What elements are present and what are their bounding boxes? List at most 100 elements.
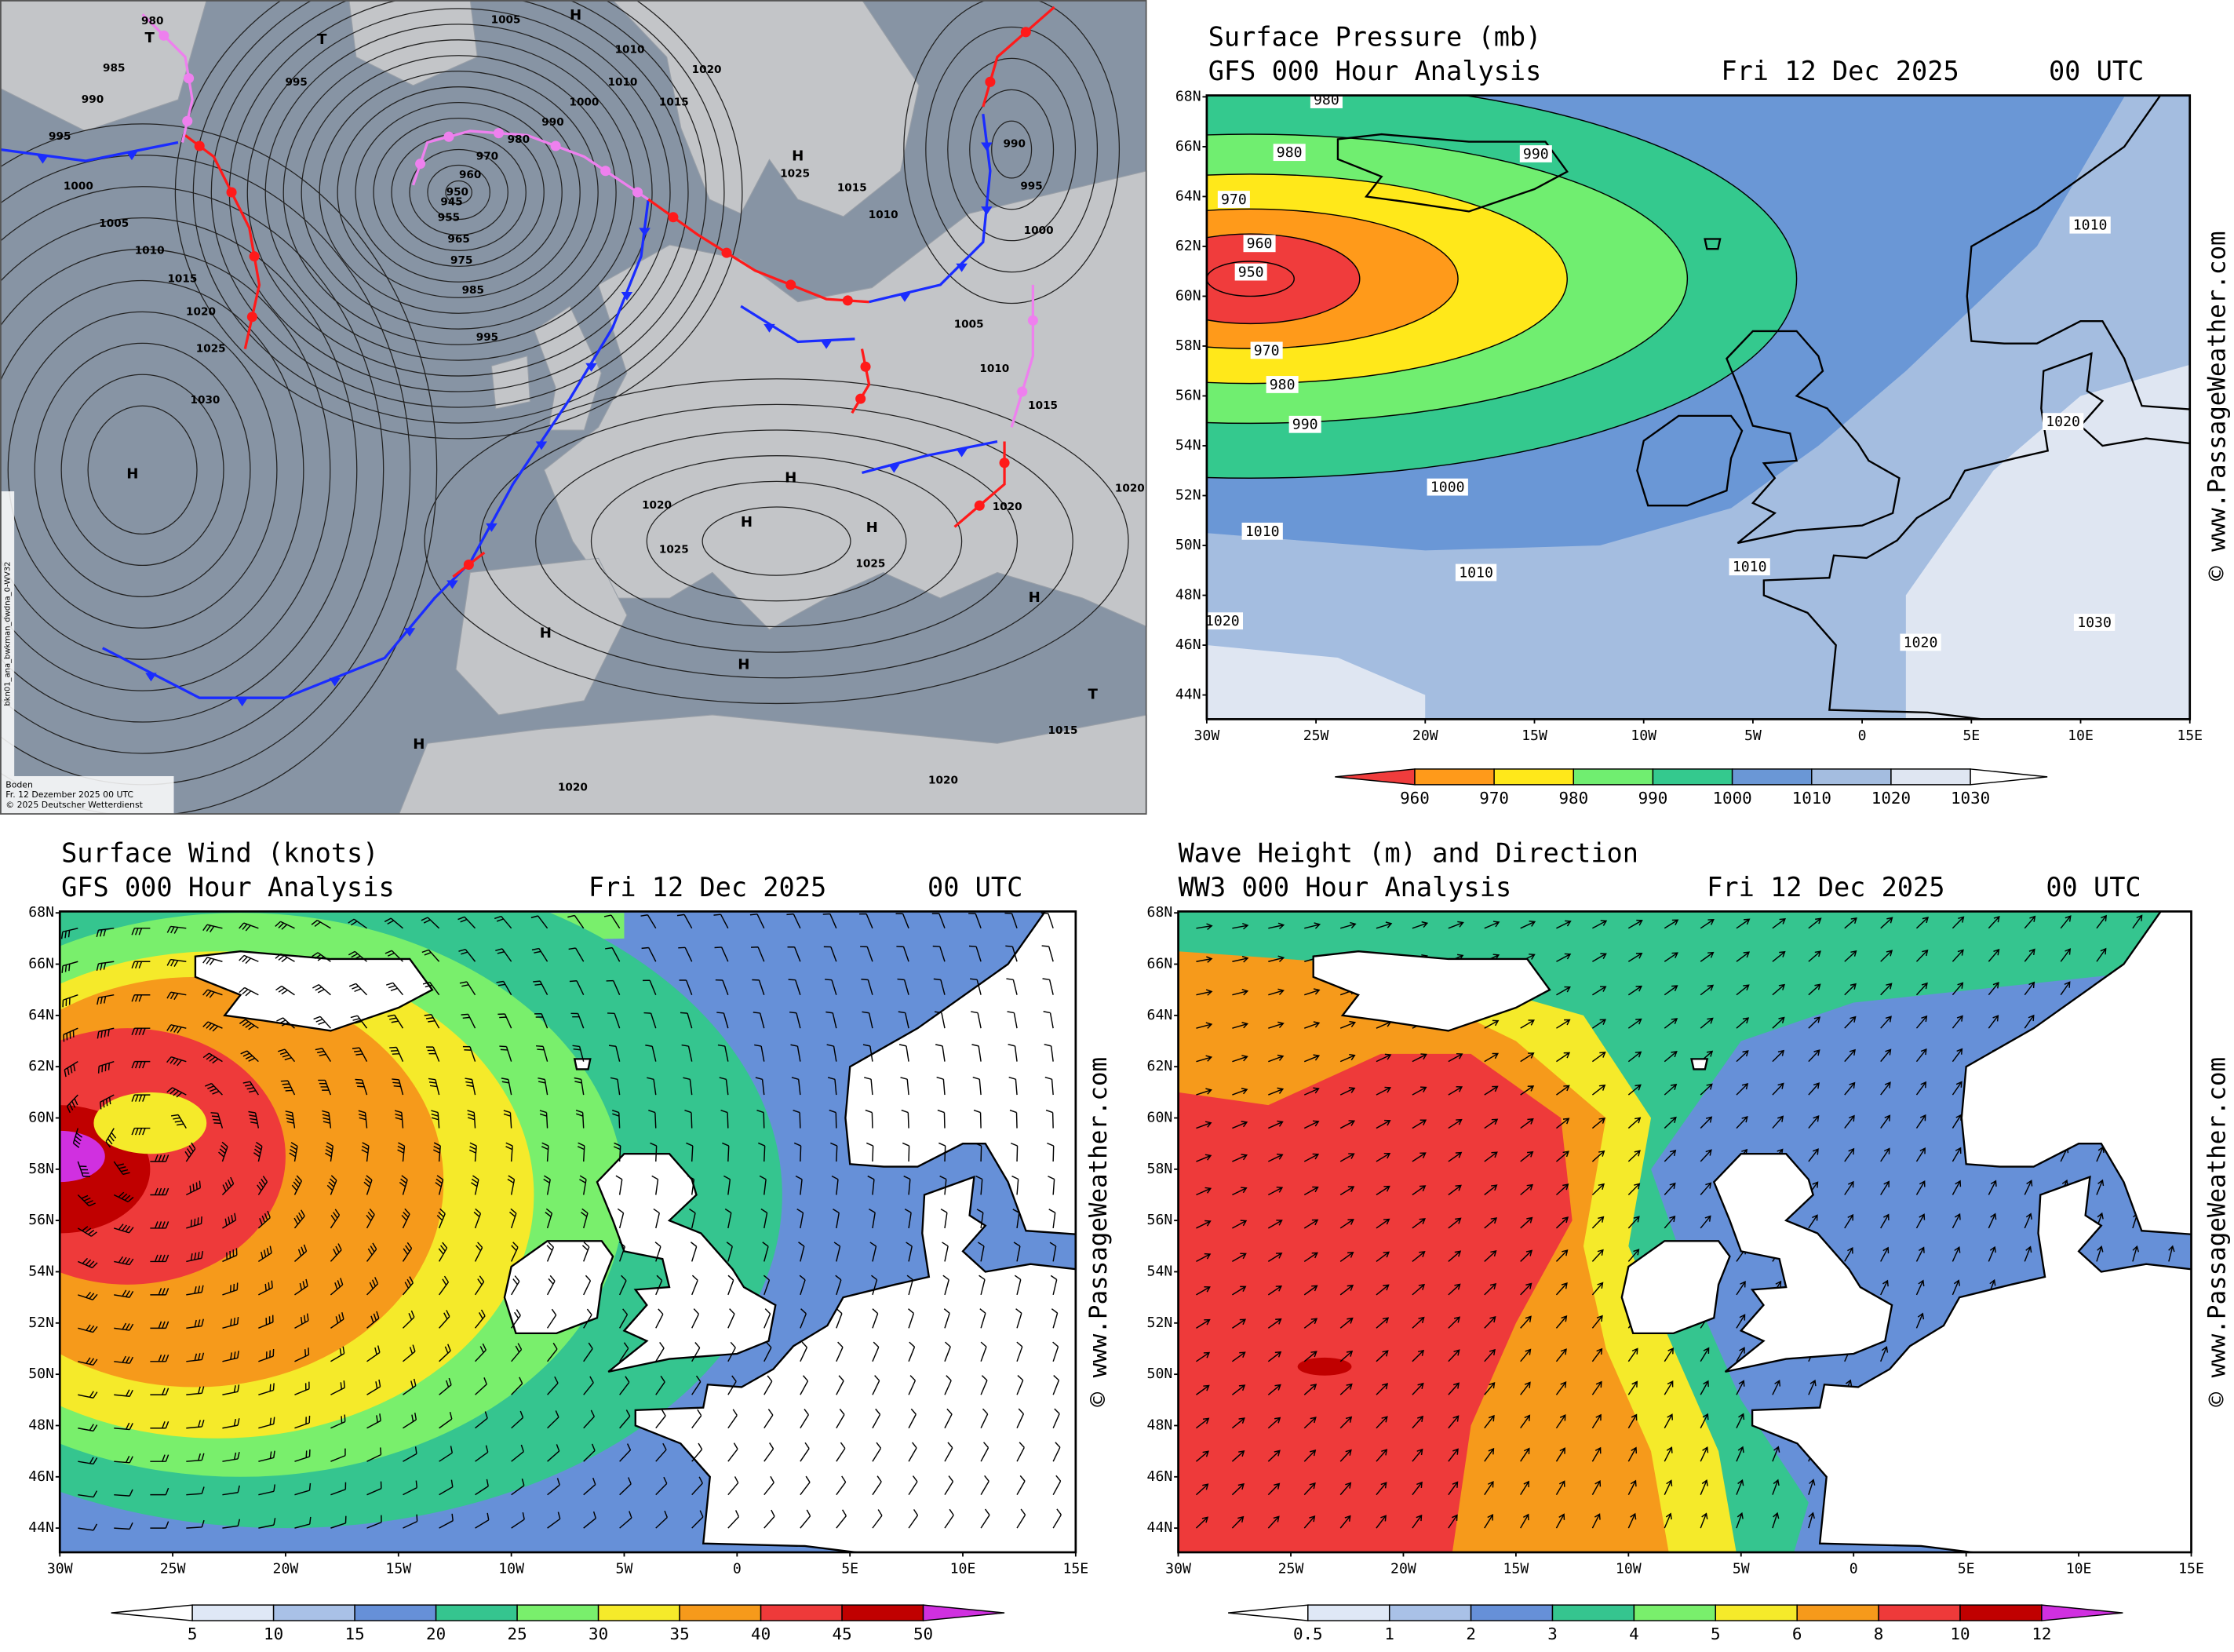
wind-barb [505,1142,513,1162]
lat-label: 48N [1147,1417,1173,1433]
front-symbol [486,523,497,532]
colorbar-box [1573,768,1654,786]
isobar-label: T [317,31,327,48]
lat-label: 56N [28,1212,54,1228]
watermark: © www.PassageWeather.com [1084,1057,1113,1407]
wind-barb [940,1209,948,1229]
wind-barb [1042,978,1054,995]
wave-arrow [1880,983,1893,996]
wave-arrow [1627,919,1643,929]
wave-arrow [1952,1048,1963,1063]
isobar-label: 1010 [869,209,898,221]
wave-arrow [1232,988,1249,996]
wave-arrow [1448,1349,1460,1362]
wind-barb [980,1475,989,1496]
wind-barb [439,1513,454,1529]
isobar-label: 1015 [837,182,867,195]
wave-arrow [1591,1150,1605,1162]
wave-arrow [1700,951,1715,962]
wind-barb [439,1412,453,1429]
wind-barb [475,1377,487,1395]
contour-label: 980 [1314,92,1339,108]
wind-barb [836,1308,843,1329]
wind-barb [676,914,693,929]
wind-barb [275,921,295,930]
wind-barb [763,1509,775,1529]
wave-arrow [1736,984,1750,996]
wind-barb [723,1175,731,1195]
wave-arrow [1339,1317,1354,1329]
wave-arrow [1664,1347,1674,1362]
front-symbol [37,155,49,164]
wind-barb [475,1411,488,1429]
wind-barb [258,1417,275,1429]
contour-label-box [2042,413,2084,431]
wind-barb [439,1275,450,1296]
wind-barb [366,1413,381,1429]
wind-barb [872,1509,883,1529]
wind-barb [756,1110,765,1129]
wave-arrow [1915,1081,1927,1096]
wind-barb [105,1128,117,1148]
wave-arrow [1232,1055,1248,1063]
colorbar-box [272,1604,355,1621]
wind-barb [619,1308,629,1329]
wave-arrow [1555,1513,1565,1529]
wind-barb [583,1376,594,1395]
contour-label: 1020 [1904,634,1938,651]
isobar-label: H [413,736,425,753]
wind-barb [719,1077,729,1096]
isobar-label: 955 [438,212,460,224]
colorbar-label: 12 [2032,1625,2051,1643]
wind-barb [533,980,548,996]
colorbar-label: 10 [1950,1625,1970,1643]
wind-barb [727,1476,739,1496]
wind-barb [944,1475,954,1496]
coastline [1751,1175,2192,1552]
wave-arrow [1808,1115,1820,1129]
wind-barb [1004,912,1018,929]
land [490,355,531,410]
wind-barb [763,1275,771,1296]
wind-barb [866,1142,874,1162]
wind-barb [577,1142,585,1162]
wind-barb [294,1347,310,1362]
wind-barb [898,1011,909,1029]
wind-barb [546,1275,556,1296]
wave-arrow [1303,1450,1317,1462]
wave-arrow [1448,1151,1463,1162]
colorbar-label: 15 [345,1625,365,1643]
wave-arrow [1520,1085,1535,1096]
land [0,0,207,132]
wind-barb [150,1521,169,1529]
wave-arrow [1339,1482,1352,1496]
wind-barb [257,1245,272,1263]
wave-arrow [1196,1220,1212,1229]
wave-arrow [1267,1220,1283,1229]
wave-arrow [1592,953,1607,962]
wind-barb [361,1142,370,1162]
lat-label: 60N [1147,1110,1173,1126]
wave-arrow [1664,1051,1678,1063]
wind-barb [166,1087,187,1098]
wind-barb [366,1277,379,1296]
isobar-label: H [866,520,878,536]
wind-barb [496,980,512,996]
lon-label: 15W [385,1561,411,1577]
contour-label: 980 [1277,144,1303,161]
wave-arrow [1376,921,1393,929]
front-symbol [182,115,193,126]
wind-barb [829,1109,837,1129]
coastline [634,1175,1076,1552]
wind-barb [754,1044,765,1062]
wave-arrow [1520,1151,1534,1162]
wind-barb [536,1045,548,1062]
isobar [34,342,251,597]
wave-arrow [1988,982,1999,996]
wind-barb [618,1242,626,1262]
wave-arrow [1844,1081,1856,1096]
wind-barb [763,1341,772,1362]
wind-barb [503,1110,512,1129]
wind-barb [1011,1175,1019,1195]
coastline [596,1153,777,1373]
